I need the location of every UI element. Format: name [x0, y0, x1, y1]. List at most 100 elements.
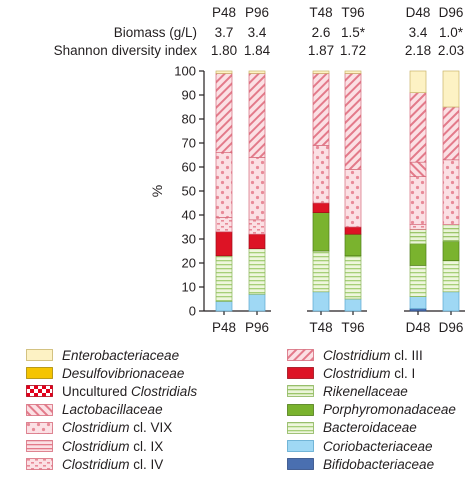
bar-segment-entero [215, 70, 233, 74]
legend-item-bactero: Bacteroidaceae [287, 419, 417, 437]
y-axis-label: % [149, 185, 165, 197]
legend-item-porphyro: Porphyromonadaceae [287, 401, 456, 419]
legend-item-bifido: Bifidobacteriaceae [287, 455, 434, 473]
y-tick-label: 80 [182, 112, 196, 127]
header-category-label: P96 [245, 5, 269, 20]
bar-segment-entero [409, 70, 427, 93]
legend: Enterobacteriaceae [0, 336, 475, 476]
legend-swatch [287, 385, 314, 398]
legend-swatch [26, 403, 53, 416]
legend-label: Desulfovibrionaceae [62, 365, 185, 381]
bar-segment-corio [248, 293, 266, 312]
header-row-value: 2.03 [438, 43, 464, 58]
bar-segment-porphyro [312, 212, 330, 252]
header-category-label: D48 [406, 5, 431, 20]
x-tick-label: T96 [341, 320, 364, 335]
legend-item-clost4: Clostridium cl. IV [26, 455, 163, 473]
legend-item-rikenella: Rikenellaceae [287, 382, 408, 400]
bar-segment-clostvix [344, 169, 362, 228]
bar-segment-bactero [248, 248, 266, 295]
legend-swatch [287, 458, 314, 471]
header-row-value: 3.7 [215, 25, 234, 40]
legend-swatch [26, 421, 53, 434]
header-category-label: T48 [309, 5, 332, 20]
legend-label: Uncultured Clostridials [62, 383, 198, 399]
legend-swatch [287, 349, 314, 361]
legend-label: Clostridium cl. III [323, 347, 423, 363]
bar-segment-clost1 [215, 231, 233, 257]
bar-segment-clost1 [312, 202, 330, 213]
y-tick-label: 50 [182, 184, 196, 199]
y-tick-label: 60 [182, 160, 196, 175]
bar-segment-clost4 [409, 224, 427, 230]
y-tick-label: 30 [182, 232, 196, 247]
bar-segment-clost3 [409, 92, 427, 163]
x-tick-label: D96 [439, 320, 464, 335]
bar-segment-porphyro [344, 233, 362, 257]
bar-segment-clostvix [215, 152, 233, 218]
legend-swatch [26, 440, 53, 452]
bar-segment-clost1 [248, 233, 266, 249]
header-row-value: 3.4 [409, 25, 428, 40]
legend-swatch [26, 385, 53, 398]
bar-segment-corio [409, 296, 427, 309]
bar-segment-bactero [215, 255, 233, 302]
x-tick-label: P96 [245, 320, 269, 335]
header-row-value: 1.80 [211, 43, 237, 58]
bar-segment-entero [344, 70, 362, 74]
bar-segment-clostvix [409, 176, 427, 225]
legend-label: Clostridium cl. I [323, 365, 416, 381]
header-row-value: 1.5* [341, 25, 366, 40]
y-tick-label: 90 [182, 88, 196, 103]
bar-segment-clost4 [215, 217, 233, 233]
bar-segment-bactero [442, 260, 460, 293]
header-row-value: 1.72 [340, 43, 366, 58]
header-row-value: 3.4 [248, 25, 267, 40]
legend-label: Porphyromonadaceae [323, 402, 456, 418]
bar-segment-clost1 [344, 226, 362, 235]
legend-label: Rikenellaceae [323, 383, 408, 399]
x-tick-label: T48 [309, 320, 332, 335]
header-table: P48 P96 T48 T96 D48 D96 Biomass (g/L) 3.7 3.4 2.6… [54, 5, 464, 58]
bar-segment-clost3 [248, 73, 266, 158]
bar-segment-entero [248, 70, 266, 74]
y-tick-label: 70 [182, 136, 196, 151]
legend-item-desulfo: Desulfovibrionaceae [26, 364, 184, 382]
bar-segment-bactero [344, 255, 362, 300]
legend-swatch [287, 440, 314, 452]
legend-item-clost1: Clostridium cl. I [287, 364, 415, 382]
bar-segment-clostvix [248, 157, 266, 221]
legend-swatch [287, 367, 314, 380]
y-tick-label: 0 [189, 304, 196, 319]
bar-segment-corio [312, 291, 330, 312]
legend-item-corio: Coriobacteriaceae [287, 437, 433, 455]
legend-swatch [26, 367, 53, 380]
header-row-value: 1.0* [439, 25, 464, 40]
bar-segment-clost3 [442, 106, 460, 161]
x-axis: P48 P96 T48 T96 D48 D96 [212, 320, 463, 335]
legend-item-unclost: Uncultured Clostridials [26, 382, 197, 400]
legend-label: Bifidobacteriaceae [323, 456, 435, 472]
bar-segment-entero [312, 70, 330, 74]
legend-swatch [26, 349, 53, 361]
bar-segment-corio [215, 301, 233, 312]
legend-item-lacto: Lactobacillaceae [26, 401, 163, 419]
bar-segment-clost3 [344, 73, 362, 170]
bar-segment-clostvix [442, 159, 460, 225]
x-tick-label: P48 [212, 320, 236, 335]
x-tick-label: D48 [406, 320, 431, 335]
header-row-label: Biomass (g/L) [114, 25, 197, 40]
header-row-value: 1.84 [244, 43, 271, 58]
bar-segment-corio [344, 298, 362, 312]
legend-label: Clostridium cl. VIX [62, 420, 173, 436]
bar-segment-porphyro [442, 241, 460, 261]
legend-item-clost9: Clostridium cl. IX [26, 437, 163, 455]
bar-segment-rikenella [409, 229, 427, 245]
bar-segment-entero [442, 70, 460, 108]
header-row-value: 1.87 [308, 43, 334, 58]
bar-segment-clostvix [312, 145, 330, 204]
bar-segment-bactero [312, 250, 330, 293]
legend-label: Clostridium cl. IX [62, 438, 164, 454]
legend-swatch [287, 421, 314, 434]
legend-label: Enterobacteriaceae [62, 347, 180, 363]
